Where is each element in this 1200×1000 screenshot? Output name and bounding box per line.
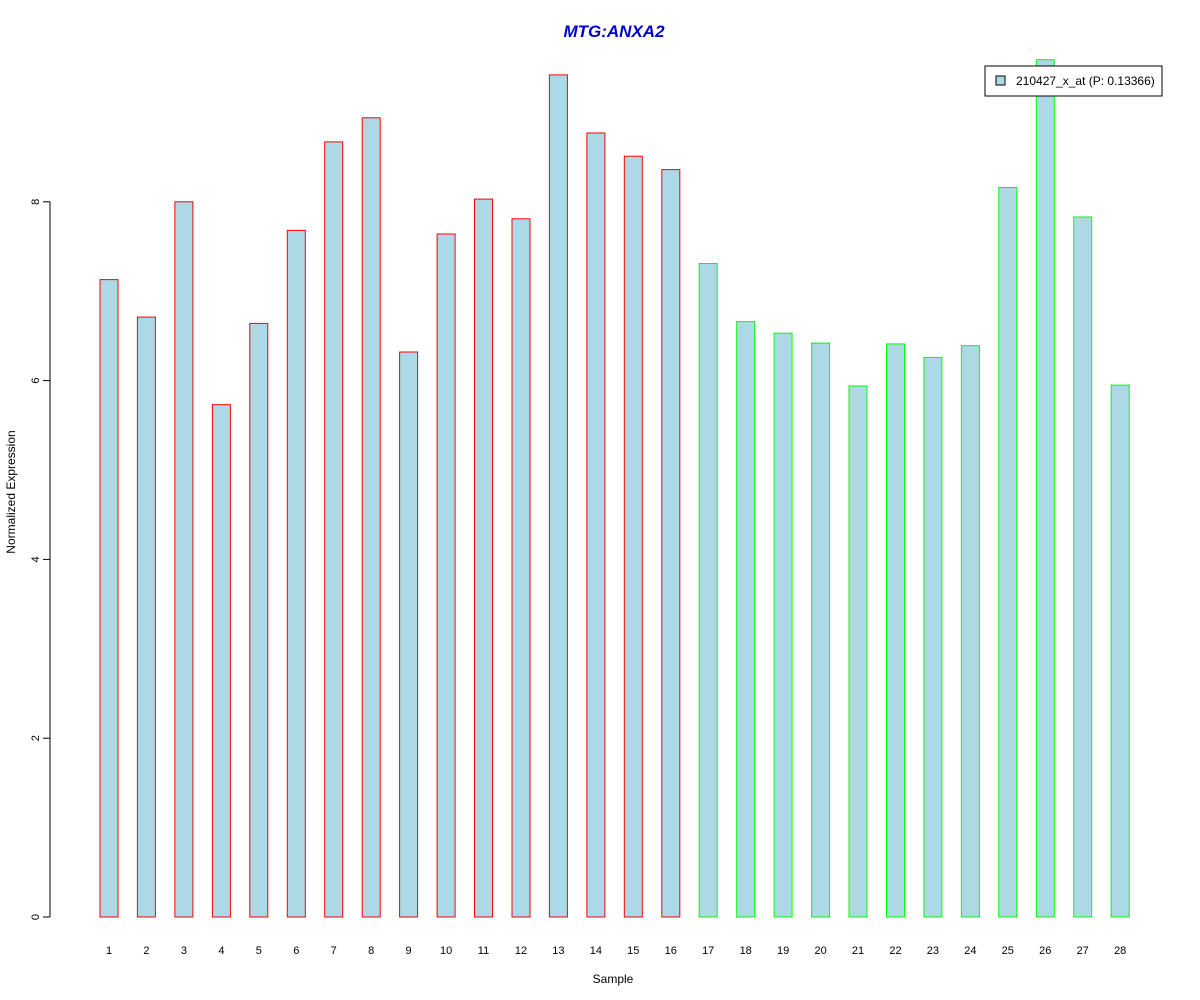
bar-sample-5 [249, 322, 269, 918]
bar-sample-1 [99, 279, 119, 918]
x-tick-label: 22 [889, 945, 901, 957]
x-tick-labels: 1 2 3 4 5 6 7 8 9 10 11 12 13 14 15 16 17 18 19 20 21 22 23 24 2… [106, 945, 1126, 957]
y-tick-label: 4 [30, 556, 42, 562]
x-tick-label: 20 [814, 945, 826, 957]
bar-sample-17 [698, 263, 718, 918]
bar-sample-14 [586, 132, 606, 918]
x-tick-label: 13 [552, 945, 564, 957]
y-tick-label: 0 [30, 914, 42, 920]
x-tick-label: 23 [927, 945, 939, 957]
x-axis-label: Sample [593, 972, 634, 986]
x-tick-label: 11 [478, 945, 489, 957]
bar-sample-8 [361, 117, 381, 918]
x-tick-label: 9 [406, 945, 412, 957]
bar-sample-21 [848, 385, 868, 918]
x-tick-label: 28 [1114, 945, 1126, 957]
x-tick-label: 15 [627, 945, 639, 957]
bar-sample-15 [623, 155, 643, 918]
bar-sample-26 [1035, 59, 1055, 918]
x-tick-label: 18 [740, 945, 752, 957]
y-tick-label: 8 [30, 199, 42, 205]
bar-sample-22 [886, 343, 905, 918]
x-tick-label: 25 [1002, 945, 1014, 957]
legend-swatch [995, 75, 1006, 86]
bar-sample-27 [1073, 216, 1093, 918]
bars-group [99, 59, 1130, 918]
bar-sample-16 [661, 169, 681, 918]
x-tick-label: 4 [218, 945, 224, 957]
bar-sample-12 [511, 218, 531, 918]
x-tick-label: 26 [1039, 945, 1051, 957]
y-tick-label: 6 [30, 378, 42, 384]
y-axis: 0 2 4 6 8 [30, 199, 51, 920]
chart-title: MTG:ANXA2 [563, 22, 665, 41]
legend-box [984, 65, 1163, 97]
x-tick-label: 7 [331, 945, 337, 957]
x-tick-label: 27 [1077, 945, 1089, 957]
x-tick-label: 17 [702, 945, 714, 957]
bar-sample-13 [548, 74, 568, 918]
bar-sample-23 [923, 356, 943, 918]
x-tick-label: 14 [590, 945, 602, 957]
bar-sample-4 [211, 404, 231, 918]
bar-sample-24 [960, 345, 980, 918]
x-tick-label: 10 [440, 945, 452, 957]
x-tick-label: 1 [106, 945, 112, 957]
x-tick-label: 2 [143, 945, 149, 957]
bar-sample-10 [436, 233, 456, 918]
bar-sample-11 [474, 198, 493, 918]
x-tick-label: 8 [368, 945, 374, 957]
legend-label: 210427_x_at (P: 0.13366) [1016, 74, 1155, 88]
x-tick-label: 19 [777, 945, 789, 957]
x-tick-label: 21 [852, 945, 864, 957]
bar-sample-2 [136, 316, 156, 918]
y-axis-label: Normalized Expression [4, 430, 18, 553]
bar-sample-20 [811, 342, 831, 918]
bar-sample-6 [286, 229, 306, 918]
bar-sample-19 [773, 332, 793, 918]
bar-sample-3 [174, 201, 194, 918]
legend: 210427_x_at (P: 0.13366) [984, 65, 1163, 97]
x-tick-label: 6 [293, 945, 299, 957]
bar-sample-9 [399, 351, 419, 918]
x-tick-label: 24 [964, 945, 976, 957]
bar-sample-7 [324, 141, 344, 918]
x-tick-label: 3 [181, 945, 187, 957]
y-tick-label: 2 [30, 735, 42, 741]
x-tick-label: 12 [515, 945, 527, 957]
x-tick-label: 5 [256, 945, 262, 957]
bar-sample-18 [736, 321, 756, 918]
bar-sample-25 [998, 187, 1018, 918]
bar-sample-28 [1110, 384, 1130, 918]
x-tick-label: 16 [665, 945, 677, 957]
